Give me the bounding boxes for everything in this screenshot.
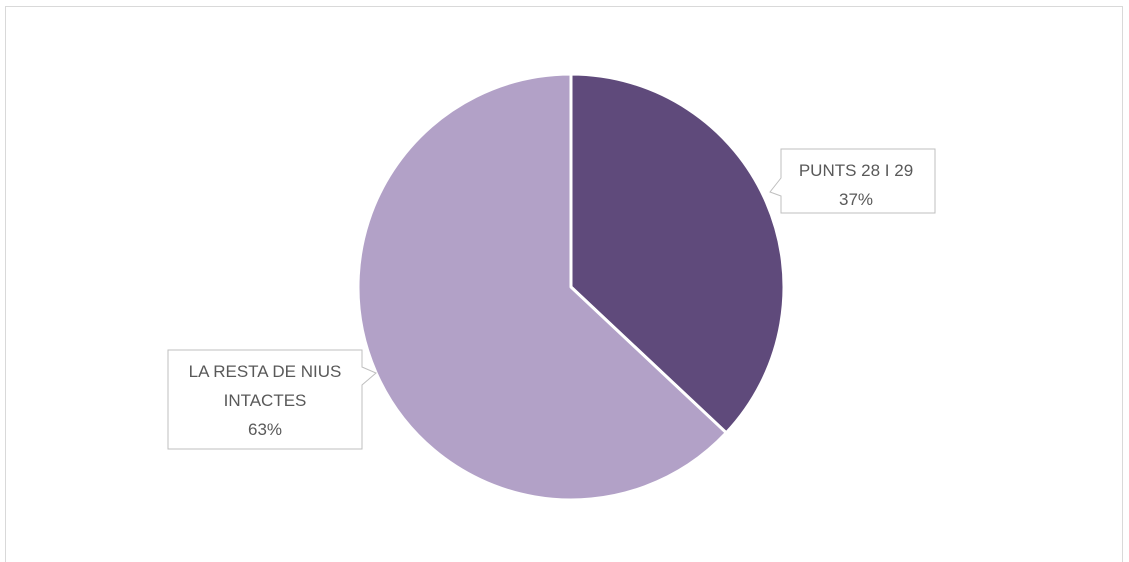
- pie-slices: [356, 72, 786, 502]
- slice-label-resta-line2: INTACTES: [224, 391, 307, 410]
- slice-label-punts: PUNTS 28 I 29: [799, 161, 913, 180]
- callout-resta-box: [167, 349, 377, 450]
- callout-punts: PUNTS 28 I 29 37%: [769, 148, 936, 214]
- pie-slice-punts: [569, 72, 786, 435]
- slice-label-resta-line1: LA RESTA DE NIUS: [189, 362, 342, 381]
- callout-resta: LA RESTA DE NIUS INTACTES 63%: [167, 349, 377, 450]
- slice-percent-punts: 37%: [839, 190, 873, 209]
- chart-area: [5, 6, 1123, 562]
- callout-punts-box: [769, 148, 936, 214]
- slice-percent-resta: 63%: [248, 420, 282, 439]
- pie-slice-resta: [356, 72, 728, 502]
